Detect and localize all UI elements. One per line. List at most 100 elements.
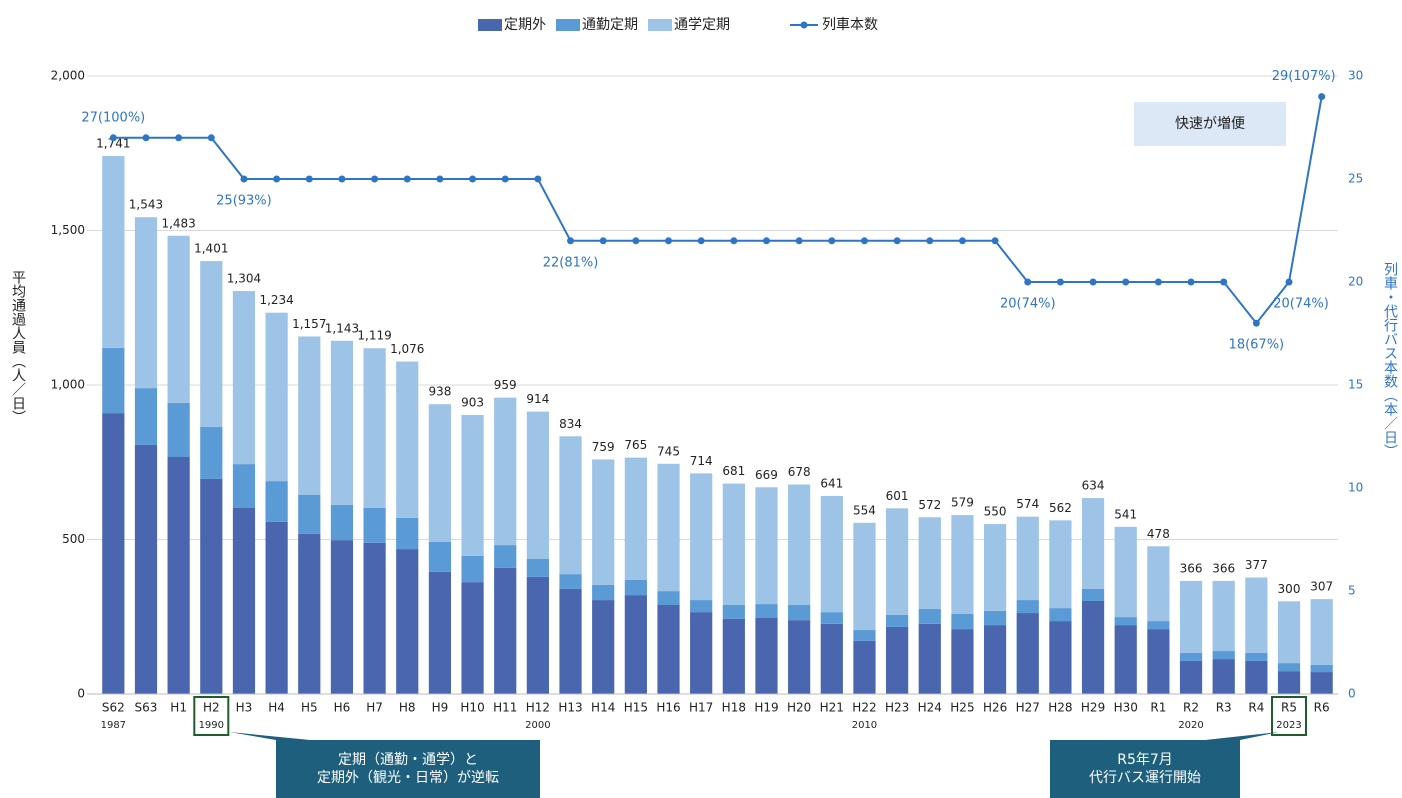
annotation-pointer bbox=[1270, 102, 1318, 103]
bar-segment bbox=[1049, 520, 1072, 609]
point-label: 22(81%) bbox=[543, 255, 599, 270]
bar-segment bbox=[951, 515, 974, 614]
legend-swatch bbox=[556, 19, 580, 31]
bar-segment bbox=[200, 478, 223, 694]
x-tick-label: H14 bbox=[591, 701, 615, 715]
bar-segment bbox=[918, 517, 941, 610]
bar-segment bbox=[526, 558, 549, 577]
total-label: 669 bbox=[755, 468, 778, 482]
bar-segment bbox=[559, 588, 582, 694]
bar-segment bbox=[755, 604, 778, 618]
bar-segment bbox=[167, 402, 190, 457]
annotation-pointer bbox=[1205, 732, 1280, 740]
total-label: 714 bbox=[690, 454, 713, 468]
annotation-box bbox=[1134, 102, 1286, 146]
x-tick-label: H21 bbox=[820, 701, 844, 715]
total-label: 1,234 bbox=[259, 293, 293, 307]
total-label: 959 bbox=[494, 378, 517, 392]
total-label: 834 bbox=[559, 417, 582, 431]
annotation-text: 代行バス運行開始 bbox=[1089, 770, 1201, 786]
annotation-pointer bbox=[229, 732, 310, 740]
bar-segment bbox=[1147, 621, 1170, 630]
bar-segment bbox=[461, 555, 484, 583]
x-tick-label: S62 bbox=[102, 701, 125, 715]
bar-segment bbox=[918, 623, 941, 694]
bar-segment bbox=[428, 571, 452, 694]
bar-segment bbox=[657, 605, 680, 694]
bar-segment bbox=[918, 609, 941, 624]
x-tick-label: H12 bbox=[526, 701, 550, 715]
line-point bbox=[926, 237, 934, 245]
x-tick-label: H18 bbox=[722, 701, 746, 715]
bar-segment bbox=[1114, 625, 1137, 694]
bar-segment bbox=[1016, 516, 1039, 601]
bar-segment bbox=[1147, 629, 1170, 694]
bar-segment bbox=[1049, 608, 1072, 622]
bar-segment bbox=[886, 626, 909, 694]
bar-segment bbox=[363, 348, 386, 508]
y-axis-title: 平均通過人員（人／日） bbox=[10, 270, 26, 424]
bar-segment bbox=[1049, 621, 1072, 694]
bar-segment bbox=[983, 524, 1007, 611]
bar-segment bbox=[363, 507, 386, 543]
x-tick-label: R5 bbox=[1281, 701, 1297, 715]
line-point bbox=[109, 134, 117, 142]
point-label: 20(74%) bbox=[1273, 297, 1329, 312]
bar-segment bbox=[1212, 659, 1235, 694]
x-sublabel: 1987 bbox=[101, 720, 126, 731]
line-point bbox=[1056, 278, 1064, 286]
x-tick-label: R6 bbox=[1314, 701, 1330, 715]
bar-segment bbox=[330, 504, 354, 541]
bar-segment bbox=[1212, 651, 1235, 660]
x-tick-label: R3 bbox=[1216, 701, 1232, 715]
bar-segment bbox=[1277, 601, 1301, 664]
bar-segment bbox=[657, 463, 680, 592]
legend-label: 列車本数 bbox=[822, 16, 878, 33]
bar-segment bbox=[200, 261, 223, 428]
bar-segment bbox=[983, 610, 1007, 626]
x-tick-label: H25 bbox=[950, 701, 974, 715]
bar-segment bbox=[265, 521, 288, 694]
total-label: 1,157 bbox=[292, 317, 326, 331]
line-point bbox=[1318, 93, 1326, 101]
x-sublabel: 2000 bbox=[525, 720, 550, 731]
legend-label: 定期外 bbox=[504, 17, 546, 33]
line-point bbox=[991, 237, 999, 245]
line-point bbox=[958, 237, 966, 245]
bar-segment bbox=[526, 576, 549, 694]
bar-segment bbox=[983, 625, 1007, 694]
bar-segment bbox=[755, 617, 778, 694]
total-label: 562 bbox=[1049, 501, 1072, 515]
bar-segment bbox=[265, 312, 288, 482]
total-label: 572 bbox=[918, 498, 941, 512]
bar-segment bbox=[1179, 660, 1203, 694]
bar-segment bbox=[494, 545, 517, 568]
total-label: 678 bbox=[788, 465, 811, 479]
bar-segment bbox=[951, 613, 974, 630]
total-label: 745 bbox=[657, 444, 680, 458]
x-tick-label: H6 bbox=[334, 701, 351, 715]
annotation-text: 定期（通勤・通学）と bbox=[338, 752, 478, 768]
bar-segment bbox=[396, 517, 419, 550]
x-tick-label: H7 bbox=[366, 701, 383, 715]
x-tick-label: S63 bbox=[135, 701, 158, 715]
line-point bbox=[142, 134, 150, 142]
line-point bbox=[207, 134, 215, 142]
bar-segment bbox=[1179, 652, 1203, 661]
total-label: 1,483 bbox=[161, 216, 195, 230]
bar-segment bbox=[102, 156, 125, 348]
total-label: 759 bbox=[592, 440, 615, 454]
bar-segment bbox=[1081, 600, 1105, 694]
bar-segment bbox=[722, 618, 745, 694]
bar-segment bbox=[200, 427, 223, 479]
x-sublabel: 2023 bbox=[1276, 720, 1301, 731]
bar-segment bbox=[167, 456, 190, 694]
bar-segment bbox=[298, 495, 321, 534]
y-tick-label: 0 bbox=[77, 687, 85, 701]
bar-segment bbox=[1147, 546, 1170, 622]
total-label: 554 bbox=[853, 503, 876, 517]
bar-segment bbox=[232, 507, 256, 694]
bar-segment bbox=[461, 582, 484, 694]
